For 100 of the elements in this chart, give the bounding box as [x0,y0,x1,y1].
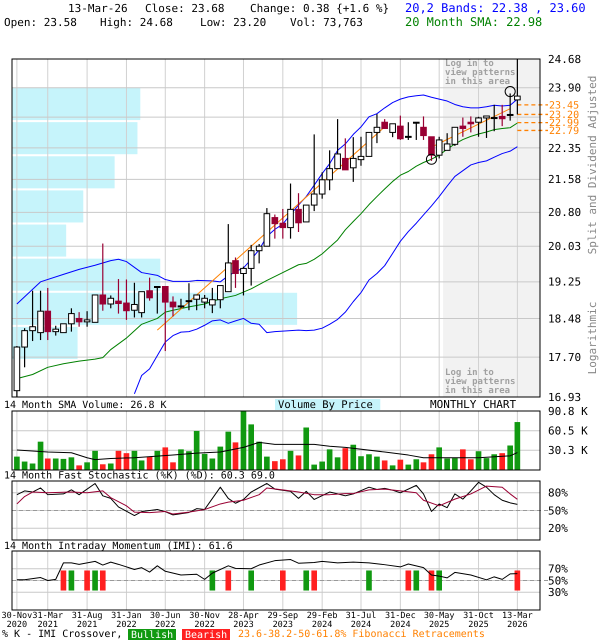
bar [146,456,152,470]
y-tick-label: 50% [548,504,568,518]
x-tick-label: 30-May 2025 [424,611,455,630]
bar [342,448,348,470]
bar [398,460,404,470]
bar [116,450,122,470]
x-tick-label: 30-Nov 2020 [2,611,32,630]
candlestick [389,123,396,138]
line-series [16,442,518,460]
x-tick-label: 31-Aug 2021 [72,611,102,630]
bar [240,411,246,470]
bar [108,464,114,470]
bar [256,442,262,470]
text: Logarithmic [586,302,599,374]
bar [374,456,380,470]
y-tick-label: 24.68 [548,52,582,66]
candlestick [381,118,388,130]
bar [460,449,466,470]
bar [326,449,332,470]
bar [358,456,364,470]
bar [170,462,176,470]
bar [420,462,426,470]
y-tick-label: 16.93 [548,390,582,404]
bar [406,464,412,470]
candlestick [428,136,435,162]
text: MONTHLY CHART [430,398,516,411]
bar [444,458,450,470]
ref-line-label: 23.45 [549,100,580,112]
y-tick-label: 30% [548,586,568,600]
y-tick-label: 19.25 [548,276,582,289]
y-tick-label: 30.3 K [548,444,588,458]
text: Change: 0.38 {+1.6 %} [250,2,390,15]
x-tick-label: 29-Feb 2024 [306,611,338,630]
x-tick-label: 31-Dec 2024 [384,611,416,630]
text: Bullish [131,630,174,640]
bar [264,456,270,470]
y-tick-label: 20.80 [548,206,582,220]
candlestick [99,242,106,312]
bar [162,447,168,470]
y-tick-label: 18.48 [548,312,582,326]
y-tick-label: 23.90 [548,82,582,95]
candlestick [154,285,161,314]
bar [12,156,115,188]
candlestick [186,282,192,311]
line-series [134,146,518,394]
bar [499,453,506,470]
text: Volume By Price [278,399,373,411]
y-tick-label: 17.70 [548,350,582,364]
bar [12,190,84,222]
text: 23.6-38.2-50-61.8% Fibonacci Retracements [238,629,485,640]
candlestick [295,192,302,233]
bar [194,430,200,470]
line-series [16,559,518,581]
candlestick [405,122,412,141]
chart-title: 14 Month Fast Stochastic (%K) (%D): 60.3 69.0 [4,470,275,482]
text: 13-Mar-26 [68,2,128,15]
annotation: Log in to view patterns in this area [445,367,516,396]
band-label: Log in to view patterns in this area [445,58,516,87]
y-tick-label: 22.35 [548,142,582,155]
bar [468,459,474,470]
candlestick [107,294,114,309]
candlestick [498,104,506,127]
bar [311,464,318,470]
bar [350,444,356,470]
y-axis-title: Split and Dividend Adjusted [586,76,599,254]
bar [124,453,130,470]
x-tick-label: 31-Mar 2021 [32,611,64,630]
y-tick-label: 90.8 K [548,404,588,418]
bar [452,458,458,470]
candlestick [44,287,52,341]
y-tick-label: 20% [548,522,568,536]
bar [428,454,434,470]
bar [288,450,294,470]
bar [225,432,232,470]
x-tick-label: 29-Sep 2023 [267,611,298,630]
bar [186,451,192,470]
bar [44,458,51,470]
bar [319,462,325,470]
bar [14,456,20,470]
text: % K - IMI Crossover, [2,629,122,640]
bar [280,459,286,470]
candlestick [178,298,184,309]
chart-title: 14 Month SMA Volume: 26.8 K [4,400,167,411]
candlestick [287,182,294,240]
bar [138,460,144,470]
bar [12,122,138,154]
bar [30,464,36,470]
candlestick [146,277,153,302]
y-tick-label: 70% [548,562,568,576]
bar [232,442,238,470]
text: Open: 23.58 [4,16,77,29]
text: 20,2 Bands: 22.38 , 23.60 [405,1,586,15]
y-tick-label: 21.58 [548,173,582,186]
bar [436,447,442,470]
bar [366,454,372,470]
bar [12,224,66,257]
bar [413,459,420,470]
bar [382,460,388,470]
candlestick [397,115,404,141]
y-tick-label: 80% [548,486,568,500]
